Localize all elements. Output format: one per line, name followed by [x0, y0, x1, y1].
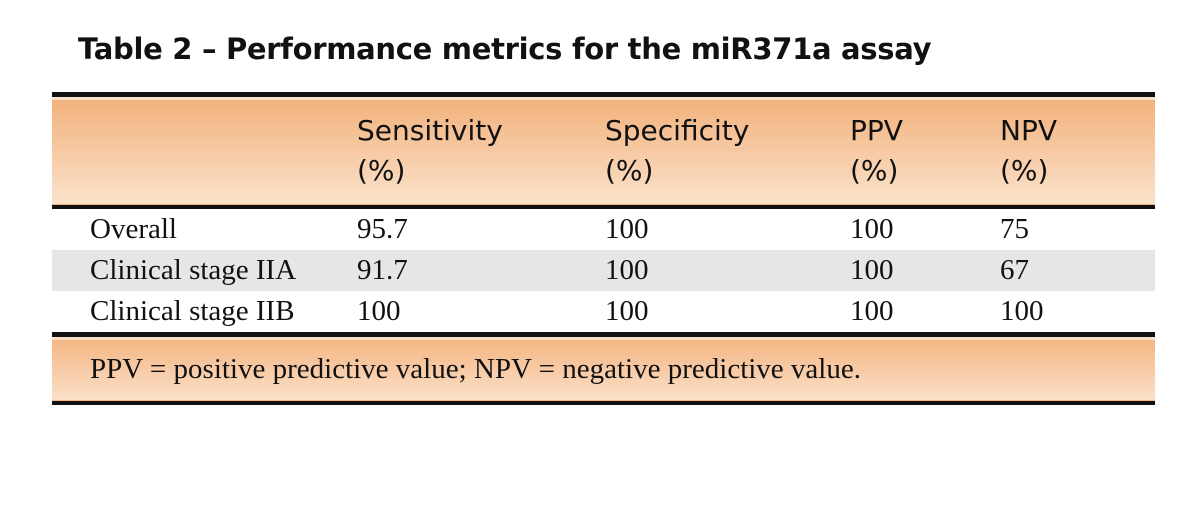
cell: 100: [357, 295, 401, 327]
header-cell: NPV (%): [1000, 95, 1155, 208]
header-cell: Specificity (%): [605, 95, 850, 208]
cell: 100: [605, 213, 649, 245]
table-footer: PPV = positive predictive value; NPV = n…: [52, 334, 1155, 403]
header-cell: Sensitivity (%): [357, 95, 605, 208]
cell: 91.7: [357, 254, 408, 286]
table-title: Table 2 – Performance metrics for the mi…: [78, 32, 932, 66]
row-label: Clinical stage IIA: [90, 254, 297, 286]
header-row: Sensitivity (%) Specificity (%) PPV (%) …: [52, 94, 1155, 208]
header-text: Specificity (%): [605, 114, 750, 187]
header-text: PPV (%): [850, 114, 903, 187]
footnote: PPV = positive predictive value; NPV = n…: [90, 353, 861, 385]
table-row: Overall 95.7 100 100 75: [52, 207, 1155, 250]
table: Sensitivity (%) Specificity (%) PPV (%) …: [52, 92, 1155, 405]
header-cell: PPV (%): [850, 95, 1000, 208]
footnote-row: PPV = positive predictive value; NPV = n…: [52, 334, 1155, 403]
row-label: Clinical stage IIB: [90, 295, 295, 327]
cell: 75: [1000, 213, 1029, 245]
table-header: Sensitivity (%) Specificity (%) PPV (%) …: [52, 94, 1155, 208]
cell: 100: [605, 254, 649, 286]
header-cell: [52, 95, 357, 208]
cell: 95.7: [357, 213, 408, 245]
cell: 100: [850, 213, 894, 245]
table-row: Clinical stage IIB 100 100 100 100: [52, 291, 1155, 335]
header-text: Sensitivity (%): [357, 114, 503, 187]
table-row: Clinical stage IIA 91.7 100 100 67: [52, 250, 1155, 291]
cell: 100: [605, 295, 649, 327]
cell: 67: [1000, 254, 1029, 286]
row-label: Overall: [90, 213, 177, 245]
table-body: Overall 95.7 100 100 75 Clinical stage IIA 91.…: [52, 207, 1155, 335]
cell: 100: [1000, 295, 1044, 327]
cell: 100: [850, 254, 894, 286]
cell: 100: [850, 295, 894, 327]
header-text: NPV (%): [1000, 114, 1057, 187]
